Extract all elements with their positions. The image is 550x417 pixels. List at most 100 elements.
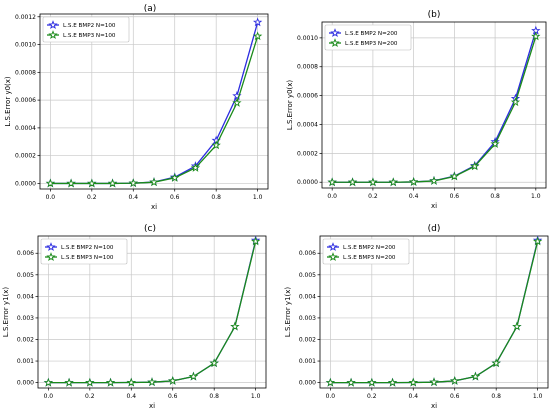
series-line-2 [50, 36, 259, 185]
data-point-star [429, 176, 439, 185]
panel-d: (d) 0.0 0.2 0.4 0.6 0.8 1.0 0.000 0.001 0.002 0.00… [284, 224, 549, 410]
data-point-star [512, 321, 522, 331]
legend-marker-star [48, 20, 58, 29]
y-tick-label: 0.0002 [15, 153, 36, 160]
data-point-star [450, 375, 460, 385]
y-tick-label: 0.006 [17, 250, 34, 257]
x-tick-label: 0.0 [46, 194, 56, 201]
x-tick-label: 0.2 [367, 393, 377, 400]
legend-marker-star [328, 252, 338, 261]
x-tick-label: 0.6 [170, 194, 180, 201]
y-tick-label: 0.001 [17, 358, 34, 365]
data-point-star [491, 358, 501, 368]
y-tick-label: 0.004 [17, 293, 34, 300]
y-tick-label: 0.004 [299, 293, 316, 300]
axes-frame [39, 13, 269, 190]
legend-marker-star [46, 252, 56, 261]
x-tick-label: 1.0 [533, 393, 543, 400]
y-tick-label: 0.0006 [15, 97, 36, 104]
legend-entry: L.S.E BMP3 N=100 [63, 33, 116, 39]
x-tick-label: 1.0 [531, 193, 541, 200]
legend-entry: L.S.E BMP2 N=100 [61, 245, 114, 251]
data-point-star [170, 172, 180, 182]
y-tick-label: 0.000 [17, 380, 34, 387]
y-tick-label: 0.0012 [15, 14, 36, 21]
x-tick-label: 1.0 [251, 393, 261, 400]
y-tick-label: 0.0002 [297, 150, 318, 157]
y-tick-label: 0.005 [17, 272, 34, 279]
data-point-star [232, 97, 242, 107]
y-tick-label: 0.0010 [297, 35, 318, 42]
x-tick-label: 0.2 [368, 193, 378, 200]
y-tick-label: 0.003 [299, 315, 316, 322]
legend-marker-star [330, 38, 340, 47]
data-point-star [470, 161, 480, 171]
data-point-star [531, 31, 541, 41]
legend-entry: L.S.E BMP2 N=200 [343, 245, 396, 251]
data-point-star [250, 236, 261, 246]
legend-entry: L.S.E BMP3 N=200 [345, 41, 398, 47]
series-line-1 [50, 22, 259, 185]
x-axis-label: xi [431, 402, 437, 410]
y-tick-label: 0.0004 [15, 125, 36, 132]
panel-c: (c) 0.0 0.2 0.4 0.6 0.8 1.0 0.000 0.001 0.002 0.00… [2, 224, 267, 410]
data-point-star [252, 17, 263, 27]
axes-frame [37, 235, 267, 389]
panel-title: (c) [144, 224, 156, 234]
data-point-star [190, 162, 201, 172]
data-point-star [325, 377, 336, 387]
data-point-star [230, 321, 240, 331]
y-tick-label: 0.000 [299, 380, 316, 387]
data-point-star [327, 177, 337, 187]
x-tick-label: 0.6 [450, 393, 460, 400]
y-axis-label: L.S.Error y1(x) [2, 287, 10, 338]
data-point-star [209, 358, 219, 368]
data-point-star [368, 177, 378, 187]
data-point-star [346, 377, 356, 387]
legend-box [40, 238, 128, 265]
y-tick-label: 0.0006 [297, 93, 318, 100]
data-point-star [85, 377, 95, 387]
data-point-star [408, 177, 419, 186]
x-tick-label: 0.8 [209, 393, 219, 400]
x-tick-label: 0.2 [85, 393, 95, 400]
data-point-star [252, 31, 263, 41]
panel-title: (d) [428, 224, 441, 234]
axes-frame [319, 235, 549, 389]
x-tick-label: 0.8 [490, 193, 500, 200]
data-point-star [388, 177, 398, 187]
legend-entry: L.S.E BMP3 N=200 [343, 255, 396, 261]
data-point-star [126, 377, 136, 387]
y-tick-label: 0.0000 [15, 180, 36, 187]
y-axis-label: L.S.Error y0(x) [286, 80, 294, 131]
data-point-star [188, 371, 199, 381]
series-line-2 [332, 36, 537, 183]
y-tick-label: 0.0000 [297, 179, 318, 186]
y-tick-label: 0.001 [299, 358, 316, 365]
data-point-star [470, 371, 481, 381]
y-tick-label: 0.005 [299, 272, 316, 279]
x-axis-label: xi [151, 203, 157, 211]
data-point-star [449, 171, 460, 181]
axes-frame [321, 21, 547, 189]
data-point-star [43, 377, 54, 387]
panel-title: (b) [428, 10, 441, 20]
x-tick-label: 0.6 [450, 193, 460, 200]
legend-marker-star [328, 242, 338, 251]
x-axis-label: xi [431, 202, 437, 210]
panel-b: (b) 0.0 0.2 0.4 0.6 0.8 1.0 0.0000 0.0002 0.0004 0… [286, 10, 547, 210]
y-tick-label: 0.003 [17, 315, 34, 322]
legend-box [42, 16, 130, 43]
data-point-star [367, 377, 377, 387]
data-point-star [149, 177, 159, 187]
x-tick-label: 1.0 [253, 194, 263, 201]
data-point-star [347, 177, 358, 187]
panel-title: (a) [144, 4, 157, 14]
x-tick-label: 0.2 [87, 194, 97, 201]
y-axis-label: L.S.Error y1(x) [284, 287, 292, 338]
x-tick-label: 0.4 [126, 393, 136, 400]
legend-entry: L.S.E BMP3 N=100 [61, 255, 114, 261]
y-tick-label: 0.0008 [15, 69, 36, 76]
